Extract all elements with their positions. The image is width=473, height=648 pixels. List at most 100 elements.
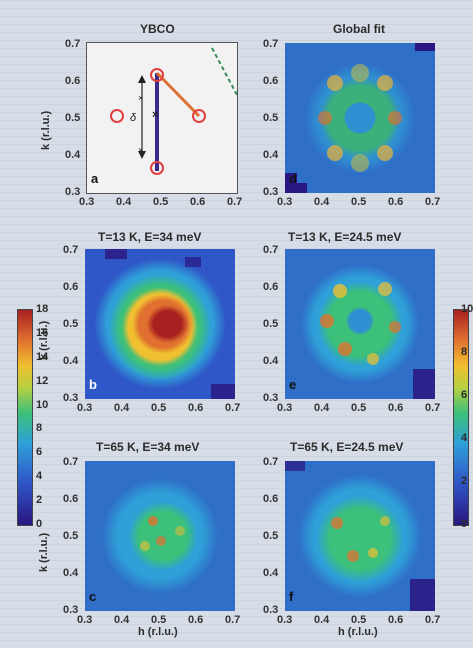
spot: [368, 548, 378, 558]
colorbar-tick-label: 10: [36, 398, 49, 411]
x-tick-label: 0.3: [277, 196, 293, 208]
dark-corner: [285, 173, 307, 193]
center-cross-icon: ×: [152, 109, 158, 121]
x-tick-label: 0.5: [151, 402, 167, 414]
panel-c-spots: [140, 516, 185, 551]
circle-marker-bottom: [150, 161, 164, 175]
panel-b-title: T=13 K, E=34 meV: [98, 230, 202, 244]
delta-arrow-down-icon: [138, 151, 146, 159]
y-tick-label: 0.6: [65, 75, 81, 87]
panel-a-title: YBCO: [140, 22, 175, 36]
y-tick-label: 0.5: [263, 112, 279, 124]
spot: [351, 154, 369, 172]
dark-corner: [413, 369, 435, 399]
x-tick-label: 0.6: [188, 614, 204, 626]
x-tick-label: 0.7: [227, 196, 243, 208]
panel-b-letter: b: [89, 377, 97, 392]
x-tick-label: 0.4: [314, 402, 330, 414]
spot: [377, 75, 393, 91]
x-tick-label: 0.3: [277, 614, 293, 626]
y-tick-label: 0.6: [263, 493, 279, 505]
colorbar-tick-label: 4: [36, 470, 43, 483]
x-tick-label: 0.3: [79, 196, 95, 208]
panel-d-heatmap: d: [285, 43, 435, 193]
x-tick-label: 0.4: [116, 196, 132, 208]
panel-d-title: Global fit: [333, 22, 385, 36]
y-tick-label: 0.3: [263, 186, 279, 198]
spot: [327, 145, 343, 161]
colorbar-left: [17, 309, 33, 526]
panel-a-ylabel: k (r.l.u.): [40, 110, 52, 150]
spot: [320, 314, 334, 328]
y-tick-label: 0.4: [63, 355, 79, 367]
y-tick-label: 0.3: [63, 604, 79, 616]
circle-marker-left: [110, 109, 124, 123]
panel-a-letter: a: [91, 171, 99, 186]
panel-c-xlabel: h (r.l.u.): [138, 626, 178, 638]
panel-c-ylabel: k (r.l.u.): [38, 532, 50, 572]
y-tick-label: 0.4: [63, 567, 79, 579]
colorbar-tick-label: 8: [461, 346, 468, 358]
panel-c-letter: c: [89, 589, 97, 604]
panel-f-xlabel: h (r.l.u.): [338, 626, 378, 638]
y-tick-label: 0.7: [63, 244, 79, 256]
x-tick-label: 0.7: [425, 196, 441, 208]
y-tick-label: 0.4: [263, 355, 279, 367]
y-tick-label: 0.3: [63, 392, 79, 404]
y-tick-label: 0.6: [63, 281, 79, 293]
y-tick-label: 0.5: [263, 318, 279, 330]
dark-corner: [285, 461, 305, 471]
panel-f-spots: [285, 461, 435, 611]
delta-arrow-up-icon: [138, 75, 146, 83]
spot: [318, 111, 332, 125]
panel-e-heatmap: e: [285, 249, 435, 399]
panel-e-letter: e: [289, 377, 297, 392]
spot: [367, 353, 379, 365]
spot: [333, 284, 347, 298]
panel-a-schematic: × × × δ a: [86, 42, 238, 194]
x-tick-label: 0.6: [188, 402, 204, 414]
spot: [380, 516, 390, 526]
x-tick-label: 0.4: [114, 402, 130, 414]
upper-cross-icon: ×: [138, 93, 143, 103]
y-tick-label: 0.7: [263, 244, 279, 256]
y-tick-label: 0.3: [65, 186, 81, 198]
panel-f-heatmap: f: [285, 461, 435, 611]
y-tick-label: 0.6: [263, 75, 279, 87]
panel-c-title: T=65 K, E=34 meV: [96, 440, 200, 454]
x-tick-label: 0.7: [425, 614, 441, 626]
panel-d-letter: d: [289, 171, 297, 186]
x-tick-label: 0.6: [388, 196, 404, 208]
delta-label: δ: [130, 112, 137, 124]
x-tick-label: 0.6: [190, 196, 206, 208]
y-tick-label: 0.5: [63, 318, 79, 330]
dark-corner: [410, 579, 435, 611]
spot: [331, 517, 343, 529]
spot: [327, 75, 343, 91]
x-tick-label: 0.4: [314, 614, 330, 626]
colorbar-tick-label: 6: [36, 446, 43, 459]
y-tick-label: 0.7: [65, 38, 81, 50]
colorbar-tick-label: 0: [36, 518, 43, 530]
y-tick-label: 0.3: [263, 604, 279, 616]
dark-corner: [415, 43, 435, 51]
colorbar-tick-label: 4: [461, 432, 468, 444]
x-tick-label: 0.5: [351, 614, 367, 626]
colorbar-tick-label: 2: [36, 494, 43, 507]
y-tick-label: 0.4: [65, 149, 81, 161]
x-tick-label: 0.4: [314, 196, 330, 208]
spot: [338, 342, 352, 356]
diagonal-path-line: [155, 71, 201, 118]
spot: [378, 282, 392, 296]
y-tick-label: 0.7: [263, 38, 279, 50]
colorbar-tick-label: 18: [36, 303, 49, 315]
colorbar-tick-label: 12: [36, 374, 49, 387]
x-tick-label: 0.7: [225, 402, 241, 414]
y-tick-label: 0.7: [263, 456, 279, 468]
x-tick-label: 0.5: [153, 196, 169, 208]
colorbar-tick-label: 16: [36, 326, 49, 339]
x-tick-label: 0.6: [388, 614, 404, 626]
colorbar-tick-label: 2: [461, 475, 468, 487]
dark-pixel-patch: [211, 384, 235, 399]
